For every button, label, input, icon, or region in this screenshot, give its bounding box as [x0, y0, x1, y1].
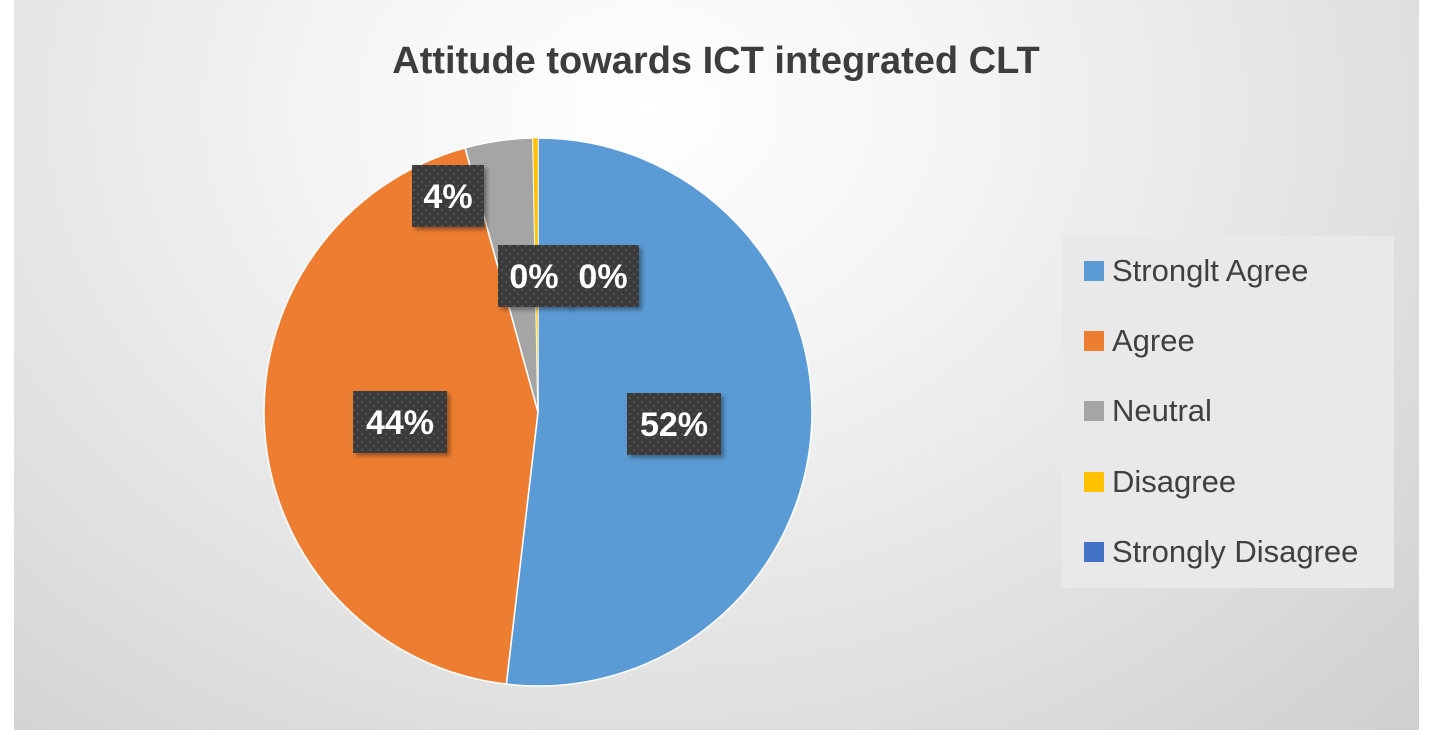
data-label-box: [353, 391, 447, 453]
legend: Stronglt Agree Agree Neutral Disagree St…: [1062, 236, 1394, 588]
data-label-stronglt-agree: 52%: [627, 393, 721, 455]
data-label-text: 4%: [423, 178, 472, 216]
data-label-text: 0%: [509, 258, 558, 296]
legend-swatch: [1084, 401, 1104, 421]
legend-label: Neutral: [1112, 393, 1212, 428]
data-label-strongly-disagree: 0%: [567, 245, 639, 307]
data-label-neutral: 4%: [412, 165, 484, 227]
chart-title: Attitude towards ICT integrated CLT: [392, 40, 1039, 82]
legend-item-strongly-disagree: Strongly Disagree: [1084, 534, 1359, 569]
data-label-box: [627, 393, 721, 455]
data-label-box: [498, 245, 570, 307]
legend-label: Stronglt Agree: [1112, 253, 1309, 288]
data-label-disagree: 0%: [498, 245, 570, 307]
legend-item-agree: Agree: [1084, 323, 1195, 358]
data-label-text: 0%: [578, 258, 627, 296]
legend-swatch: [1084, 261, 1104, 281]
legend-label: Disagree: [1112, 464, 1237, 499]
data-label-text: 44%: [366, 404, 434, 442]
legend-swatch: [1084, 472, 1104, 492]
data-label-text: 52%: [640, 406, 708, 444]
legend-item-strongly-agree: Stronglt Agree: [1084, 253, 1309, 288]
legend-swatch: [1084, 542, 1104, 562]
data-label-box: [567, 245, 639, 307]
legend-swatch: [1084, 331, 1104, 351]
legend-label: Strongly Disagree: [1112, 534, 1359, 569]
data-label-agree: 44%: [353, 391, 447, 453]
data-label-box: [412, 165, 484, 227]
legend-label: Agree: [1112, 323, 1195, 358]
legend-item-disagree: Disagree: [1084, 464, 1237, 499]
legend-item-neutral: Neutral: [1084, 393, 1212, 428]
